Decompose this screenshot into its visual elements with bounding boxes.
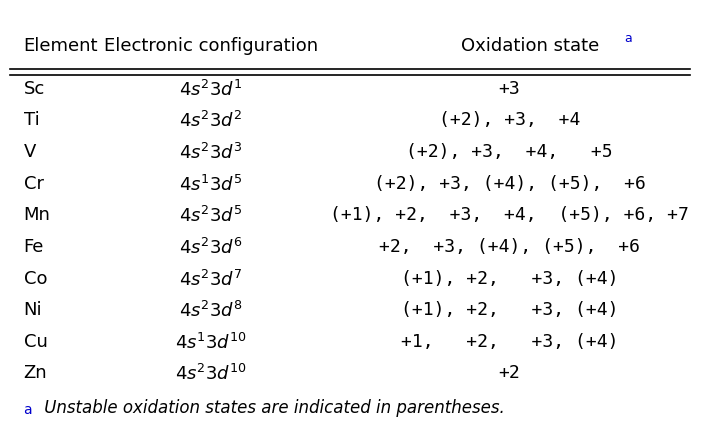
Text: (+2), +3,  +4,   +5: (+2), +3, +4, +5 [406, 143, 613, 161]
Text: Co: Co [23, 269, 47, 288]
Text: Electronic configuration: Electronic configuration [104, 37, 318, 55]
Text: a: a [23, 404, 32, 417]
Text: $4s^{2}3d^{2}$: $4s^{2}3d^{2}$ [180, 111, 243, 132]
Text: (+1), +2,   +3, (+4): (+1), +2, +3, (+4) [401, 301, 618, 319]
Text: (+2), +3,  +4: (+2), +3, +4 [439, 111, 580, 129]
Text: Ni: Ni [23, 301, 42, 319]
Text: Sc: Sc [23, 80, 45, 98]
Text: $4s^{2}3d^{7}$: $4s^{2}3d^{7}$ [180, 269, 243, 290]
Text: V: V [23, 143, 36, 161]
Text: a: a [624, 32, 632, 45]
Text: $4s^{2}3d^{8}$: $4s^{2}3d^{8}$ [180, 301, 243, 321]
Text: $4s^{2}3d^{5}$: $4s^{2}3d^{5}$ [180, 206, 243, 226]
Text: (+2), +3, (+4), (+5),  +6: (+2), +3, (+4), (+5), +6 [374, 174, 646, 193]
Text: Mn: Mn [23, 206, 50, 224]
Text: $4s^{2}3d^{1}$: $4s^{2}3d^{1}$ [180, 80, 243, 100]
Text: Cr: Cr [23, 174, 44, 193]
Text: +2: +2 [499, 365, 521, 382]
Text: $4s^{1}3d^{10}$: $4s^{1}3d^{10}$ [175, 333, 247, 353]
Text: $4s^{2}3d^{10}$: $4s^{2}3d^{10}$ [175, 365, 247, 385]
Text: $4s^{1}3d^{5}$: $4s^{1}3d^{5}$ [180, 174, 243, 195]
Text: (+1), +2,  +3,  +4,  (+5), +6, +7: (+1), +2, +3, +4, (+5), +6, +7 [330, 206, 689, 224]
Text: Zn: Zn [23, 365, 47, 382]
Text: $4s^{2}3d^{6}$: $4s^{2}3d^{6}$ [180, 238, 243, 258]
Text: (+1), +2,   +3, (+4): (+1), +2, +3, (+4) [401, 269, 618, 288]
Text: Ti: Ti [23, 111, 39, 129]
Text: Oxidation state: Oxidation state [461, 37, 600, 55]
Text: $4s^{2}3d^{3}$: $4s^{2}3d^{3}$ [180, 143, 243, 163]
Text: Cu: Cu [23, 333, 47, 351]
Text: Fe: Fe [23, 238, 44, 256]
Text: +2,  +3, (+4), (+5),  +6: +2, +3, (+4), (+5), +6 [379, 238, 640, 256]
Text: +1,   +2,   +3, (+4): +1, +2, +3, (+4) [401, 333, 618, 351]
Text: Unstable oxidation states are indicated in parentheses.: Unstable oxidation states are indicated … [39, 399, 505, 417]
Text: Element: Element [23, 37, 98, 55]
Text: +3: +3 [499, 80, 521, 98]
